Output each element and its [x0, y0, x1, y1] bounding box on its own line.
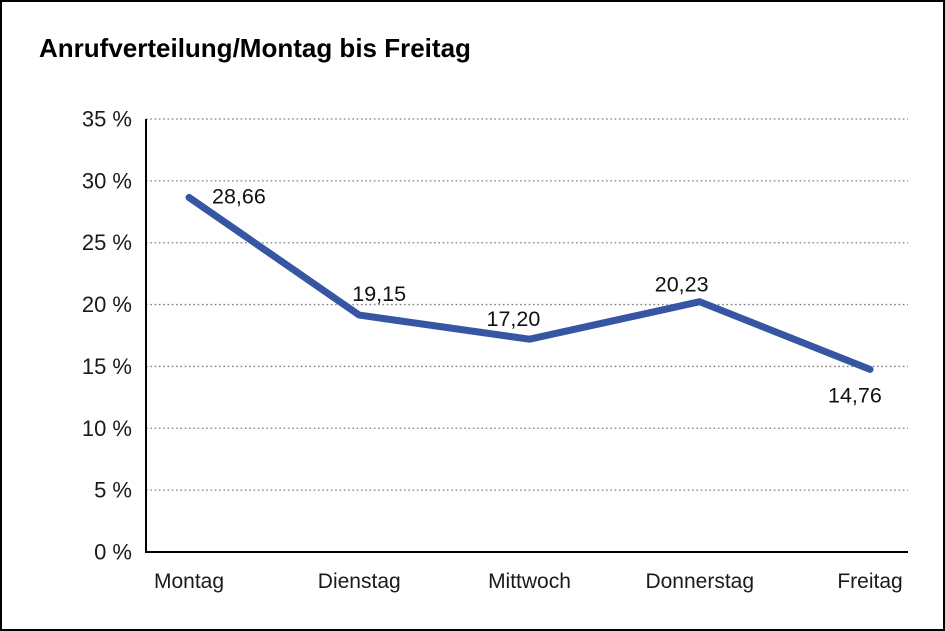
axis-lines: [145, 119, 908, 553]
y-tick-label: 25 %: [82, 230, 132, 255]
data-point-label: 14,76: [828, 383, 882, 407]
x-axis-label: Mittwoch: [488, 570, 571, 593]
y-tick-label: 10 %: [82, 416, 132, 441]
y-tick-label: 0 %: [94, 540, 132, 565]
x-axis-label: Dienstag: [318, 570, 401, 593]
x-axis-label: Montag: [154, 570, 224, 593]
data-point-label: 17,20: [487, 307, 541, 331]
chart-title: Anrufverteilung/Montag bis Freitag: [39, 33, 471, 63]
y-tick-label: 15 %: [82, 354, 132, 379]
y-tick-label: 20 %: [82, 292, 132, 317]
data-point-label: 20,23: [655, 273, 709, 297]
data-point-label: 19,15: [352, 282, 406, 306]
series-line: [185, 193, 874, 373]
x-axis-label: Freitag: [837, 570, 902, 593]
y-tick-label: 5 %: [94, 478, 132, 503]
y-tick-label: 35 %: [82, 107, 132, 132]
y-tick-label: 30 %: [82, 168, 132, 193]
data-point-label: 28,66: [212, 184, 266, 208]
x-axis-label: Donnerstag: [645, 570, 754, 593]
